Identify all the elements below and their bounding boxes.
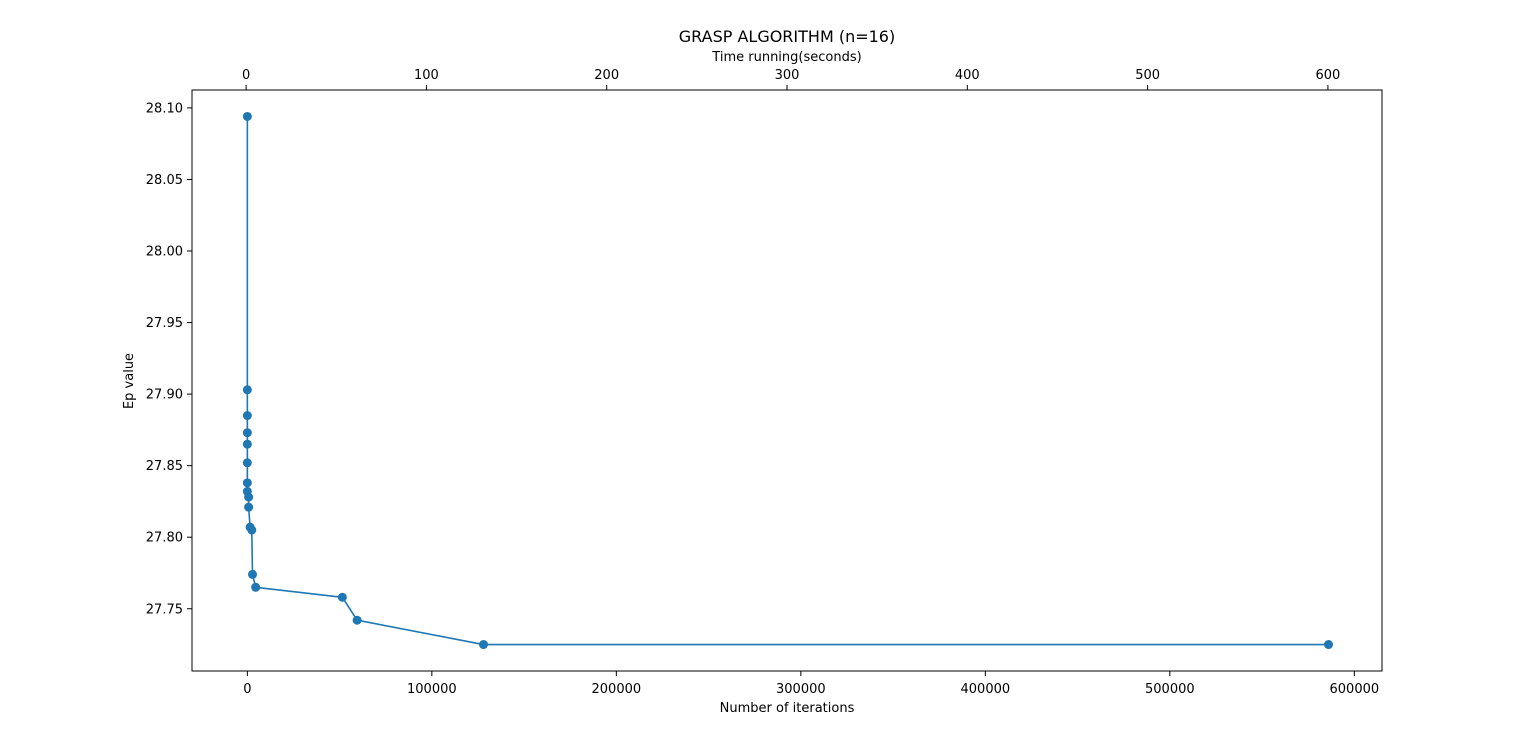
y-tick-label: 27.95 [146, 316, 183, 331]
secondary-x-tick-label: 300 [775, 68, 800, 83]
data-point [244, 502, 254, 512]
data-point [352, 615, 362, 625]
y-tick-label: 28.10 [146, 101, 183, 116]
x-axis-label: Number of iterations [720, 701, 855, 716]
data-point [247, 525, 257, 535]
plot-area [242, 111, 1333, 650]
data-point [251, 582, 261, 592]
data-point [479, 640, 489, 650]
x-tick-label: 100000 [407, 682, 457, 697]
y-tick-label: 27.85 [146, 459, 183, 474]
data-point [1323, 640, 1333, 650]
x-tick-label: 600000 [1330, 682, 1380, 697]
secondary-x-tick-label: 400 [955, 68, 980, 83]
chart-title: GRASP ALGORITHM (n=16) [679, 27, 895, 46]
secondary-x-tick-label: 0 [242, 68, 250, 83]
data-point [242, 385, 252, 395]
data-point [337, 592, 347, 602]
secondary-x-axis-label: Time running(seconds) [711, 50, 861, 65]
x-tick-label: 200000 [592, 682, 642, 697]
y-tick-label: 27.90 [146, 388, 183, 403]
ticks-layer: 0 100000 200000 300000 400000 500000 600000 0 10… [146, 68, 1379, 697]
data-point [242, 111, 252, 121]
y-tick-label: 27.80 [146, 531, 183, 546]
y-tick-label: 28.00 [146, 244, 183, 259]
data-point [242, 428, 252, 438]
x-tick-label: 300000 [776, 682, 826, 697]
data-point [242, 411, 252, 421]
x-tick-label: 400000 [961, 682, 1011, 697]
x-tick-label: 500000 [1145, 682, 1195, 697]
secondary-x-tick-label: 600 [1315, 68, 1340, 83]
data-point [242, 458, 252, 468]
data-point [244, 492, 254, 502]
y-tick-label: 28.05 [146, 173, 183, 188]
y-axis-label: Ep value [122, 353, 137, 409]
y-tick-label: 27.75 [146, 602, 183, 617]
secondary-x-tick-label: 100 [414, 68, 439, 83]
secondary-x-tick-label: 200 [594, 68, 619, 83]
data-point [242, 478, 252, 488]
plot-frame [191, 89, 1383, 672]
data-point [242, 439, 252, 449]
data-point [248, 569, 258, 579]
secondary-x-tick-label: 500 [1135, 68, 1160, 83]
x-tick-label: 0 [243, 682, 251, 697]
